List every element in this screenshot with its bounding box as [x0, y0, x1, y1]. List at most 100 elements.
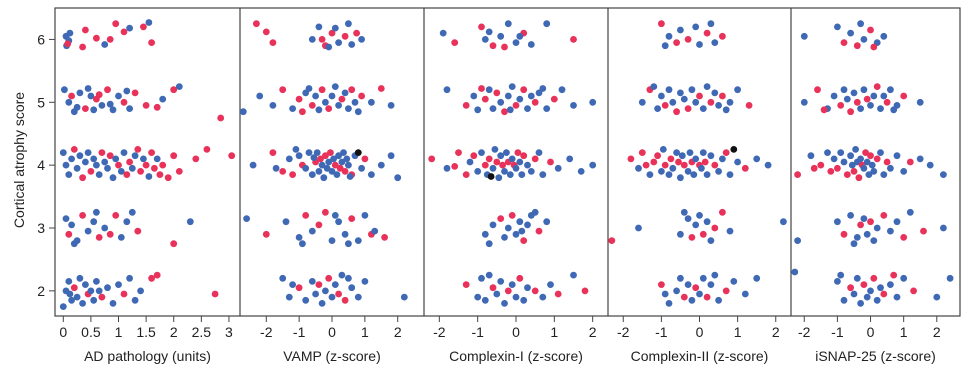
data-point-blue — [570, 102, 577, 109]
data-point-blue — [153, 155, 161, 163]
data-point-blue — [506, 171, 514, 179]
data-point-red — [328, 29, 336, 37]
data-point-blue — [289, 105, 296, 112]
data-point-blue — [873, 224, 881, 232]
data-point-blue — [186, 218, 194, 226]
data-point-red — [719, 32, 726, 40]
data-point-blue — [680, 95, 688, 103]
data-point-blue — [527, 92, 535, 100]
data-point-red — [336, 164, 344, 172]
data-point-red — [137, 168, 145, 175]
data-point-red — [867, 218, 874, 226]
data-point-blue — [308, 36, 316, 43]
data-point-blue — [531, 208, 539, 216]
data-point-blue — [857, 300, 864, 307]
data-point-blue — [289, 281, 296, 288]
data-point-blue — [707, 152, 715, 160]
data-point-blue — [84, 149, 92, 157]
data-point-blue — [292, 146, 300, 153]
data-point-red — [581, 287, 589, 295]
data-point-blue — [543, 105, 551, 112]
data-point-red — [520, 86, 528, 94]
data-point-blue — [638, 98, 646, 106]
data-point-blue — [577, 168, 585, 175]
data-point-blue — [387, 152, 395, 160]
data-point-red — [462, 102, 470, 109]
data-point-blue — [877, 149, 884, 157]
data-point-blue — [68, 296, 75, 304]
data-point-blue — [558, 86, 566, 94]
data-point-blue — [807, 152, 815, 160]
data-point-blue — [491, 146, 499, 153]
data-point-blue — [877, 284, 884, 292]
data-point-red — [745, 102, 753, 109]
data-point-blue — [830, 155, 838, 163]
data-point-blue — [868, 161, 876, 169]
data-point-blue — [66, 290, 74, 298]
data-point-blue — [59, 303, 67, 310]
data-point-red — [684, 36, 692, 43]
data-point-red — [870, 274, 878, 282]
data-point-blue — [302, 164, 310, 172]
data-point-red — [82, 105, 89, 112]
data-point-blue — [860, 164, 868, 172]
data-point-blue — [853, 234, 861, 241]
data-point-blue — [824, 149, 831, 157]
data-point-blue — [847, 29, 854, 37]
data-point-blue — [320, 174, 328, 182]
data-point-blue — [661, 42, 669, 50]
data-point-blue — [696, 212, 703, 219]
data-point-red — [489, 284, 497, 292]
data-point-red — [358, 92, 365, 100]
data-point-red — [361, 155, 369, 163]
data-point-red — [325, 274, 333, 282]
data-point-blue — [753, 274, 761, 282]
data-point-blue — [335, 218, 342, 226]
data-point-blue — [692, 221, 700, 229]
data-point-blue — [115, 281, 122, 288]
data-point-blue — [361, 212, 369, 219]
data-point-blue — [870, 168, 878, 175]
data-point-blue — [485, 86, 493, 94]
x-tick-label: 1 — [115, 324, 123, 340]
data-point-blue — [371, 227, 379, 235]
data-point-blue — [508, 83, 516, 90]
data-point-blue — [711, 39, 719, 46]
data-point-blue — [358, 36, 365, 43]
data-point-blue — [887, 281, 894, 288]
data-point-red — [661, 102, 669, 109]
data-point-red — [470, 152, 478, 160]
data-point-red — [65, 230, 73, 238]
data-point-blue — [489, 221, 497, 229]
data-point-blue — [341, 230, 349, 238]
data-point-blue — [527, 168, 535, 175]
data-point-blue — [877, 105, 884, 112]
data-point-red — [106, 36, 114, 43]
x-tick-label: 1 — [900, 324, 908, 340]
data-point-blue — [443, 164, 451, 172]
data-point-blue — [331, 281, 339, 288]
data-point-blue — [243, 215, 251, 223]
data-point-red — [570, 36, 577, 43]
data-point-blue — [677, 230, 684, 238]
data-point-blue — [680, 208, 688, 216]
data-point-red — [867, 26, 874, 34]
data-point-red — [115, 161, 122, 169]
data-point-blue — [315, 168, 323, 175]
data-point-blue — [850, 89, 858, 97]
data-point-blue — [887, 164, 894, 172]
data-point-red — [890, 271, 898, 279]
data-point-blue — [90, 155, 98, 163]
data-point-blue — [345, 240, 352, 248]
data-point-blue — [322, 287, 329, 295]
data-point-red — [315, 221, 323, 229]
data-point-blue — [328, 92, 336, 100]
data-point-red — [847, 108, 854, 116]
data-point-blue — [589, 98, 597, 106]
data-point-red — [98, 293, 106, 301]
data-point-blue — [65, 171, 73, 179]
data-point-red — [722, 287, 730, 295]
data-point-blue — [474, 293, 482, 301]
data-point-blue — [308, 171, 316, 179]
x-tick-label: 1 — [734, 324, 742, 340]
